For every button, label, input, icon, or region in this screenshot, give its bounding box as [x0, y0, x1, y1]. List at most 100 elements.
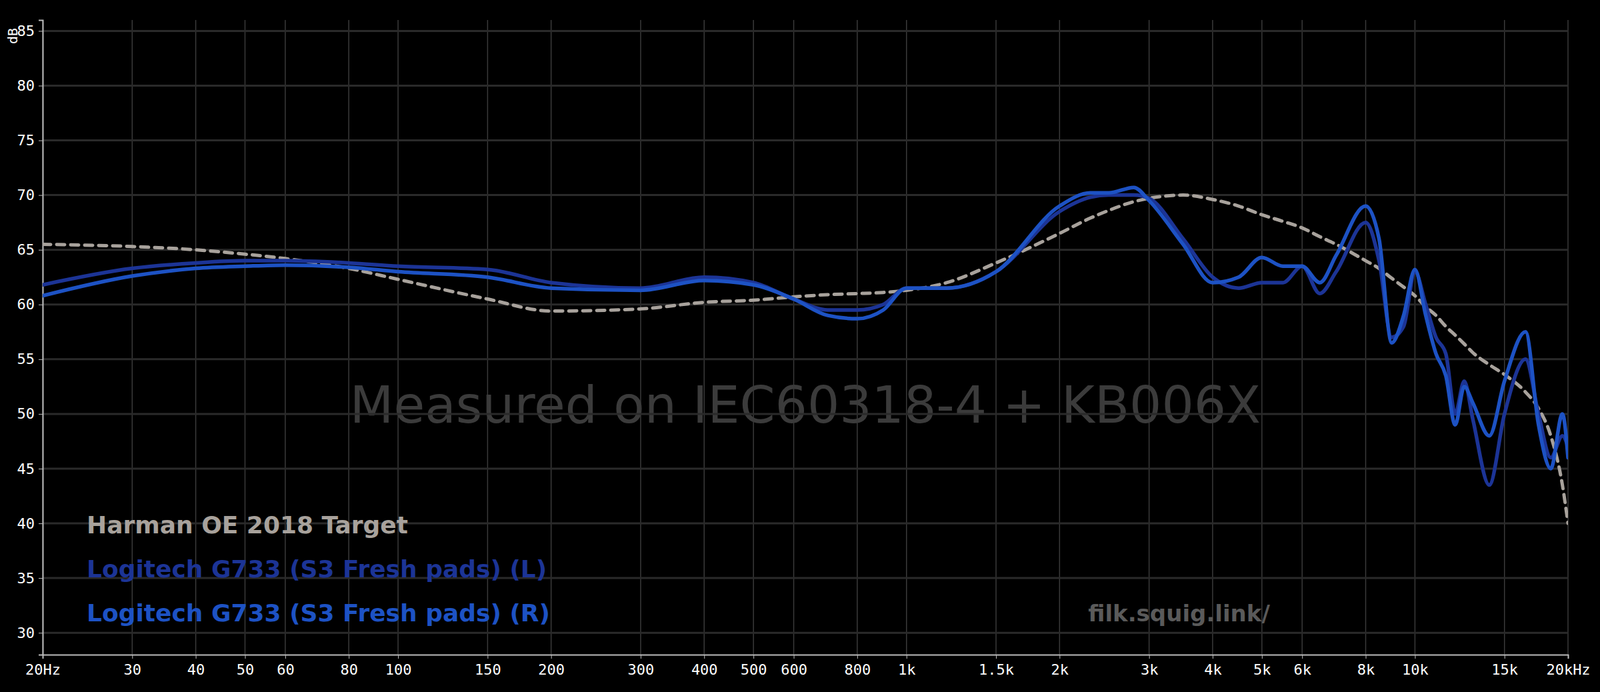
x-axis: 20Hz30405060801001502003004005006008001k…: [25, 654, 1591, 678]
legend-entry: Logitech G733 (S3 Fresh pads) (L): [86, 555, 547, 583]
x-tick: 400: [691, 654, 718, 678]
x-tick-label: 80: [340, 661, 358, 678]
x-tick-label: 600: [780, 661, 808, 678]
x-tick-label: 50: [236, 661, 255, 678]
y-tick-mark: [38, 414, 43, 415]
x-tick-mark: [1149, 654, 1150, 659]
legend: Harman OE 2018 TargetLogitech G733 (S3 F…: [86, 511, 550, 627]
y-tick-label: 65: [17, 241, 36, 258]
y-tick-label: 40: [17, 515, 36, 532]
y-tick: 30: [17, 624, 44, 642]
x-tick-label: 100: [385, 661, 412, 678]
y-tick-mark: [38, 578, 43, 579]
x-tick: 15k: [1491, 654, 1518, 678]
y-tick-label: 55: [17, 350, 36, 368]
series-line: [42, 195, 1568, 486]
grid-line-x: [1148, 20, 1150, 655]
grid: [42, 20, 1568, 655]
y-tick: 75: [17, 132, 44, 149]
grid-line-y: [42, 358, 1568, 360]
grid-line-y: [42, 632, 1568, 634]
x-tick-mark: [398, 654, 399, 659]
x-tick: 20kHz: [1546, 654, 1590, 678]
grid-line-x: [906, 20, 908, 655]
x-tick-mark: [1366, 654, 1367, 659]
grid-line-x: [1365, 20, 1367, 655]
grid-line-x: [752, 20, 754, 655]
grid-line-x: [1567, 20, 1569, 655]
source-label: filk.squig.link/: [1088, 600, 1270, 627]
x-tick-label: 1.5k: [978, 661, 1014, 678]
grid-line-x: [793, 20, 795, 655]
x-tick: 10k: [1402, 654, 1429, 678]
x-tick-mark: [1414, 654, 1416, 659]
x-tick: 80: [340, 654, 358, 678]
grid-line-x: [1212, 20, 1214, 655]
x-tick: 60: [276, 654, 295, 678]
y-tick: 70: [17, 186, 44, 204]
x-tick-label: 20kHz: [1546, 661, 1590, 678]
y-tick: 80: [17, 77, 44, 94]
x-tick-label: 3k: [1140, 661, 1159, 678]
x-tick: 3k: [1140, 654, 1159, 678]
x-tick-mark: [996, 654, 997, 659]
x-tick-mark: [1212, 654, 1214, 659]
y-tick: 45: [17, 460, 44, 478]
y-tick-mark: [38, 140, 43, 142]
x-tick-mark: [348, 654, 350, 659]
x-tick-mark: [551, 654, 552, 659]
y-tick: 40: [17, 515, 44, 532]
grid-line-x: [1059, 20, 1061, 655]
x-tick-label: 10k: [1402, 661, 1429, 678]
x-axis-line: [43, 655, 1569, 660]
x-tick-label: 500: [740, 661, 768, 678]
x-tick-label: 1k: [898, 661, 916, 678]
y-tick-mark: [38, 632, 43, 634]
grid-line-x: [1414, 20, 1416, 655]
x-tick-mark: [857, 654, 858, 659]
x-tick-mark: [906, 654, 908, 659]
x-tick-mark: [704, 654, 705, 659]
y-tick-mark: [38, 359, 43, 360]
grid-line-y: [42, 194, 1568, 196]
x-tick-mark: [1504, 654, 1506, 659]
y-axis: 303540455055606570758085: [17, 20, 44, 656]
x-tick-label: 15k: [1491, 661, 1518, 678]
series-lines: [42, 187, 1568, 524]
grid-line-x: [640, 20, 642, 655]
x-tick-mark: [132, 654, 133, 659]
x-tick-mark: [1568, 654, 1569, 659]
x-tick: 500: [740, 654, 768, 678]
x-tick-label: 300: [628, 661, 655, 678]
grid-line-x: [704, 20, 706, 655]
x-tick-label: 40: [187, 661, 206, 678]
x-tick-label: 2k: [1051, 661, 1070, 678]
x-tick: 1.5k: [978, 654, 1014, 678]
x-tick: 5k: [1253, 654, 1272, 678]
y-tick: 65: [17, 241, 44, 258]
x-tick-mark: [244, 654, 246, 659]
y-tick-label: 80: [17, 77, 36, 94]
y-axis-title: dB: [4, 28, 21, 44]
y-tick-label: 60: [17, 296, 36, 313]
series-line: [42, 187, 1568, 469]
y-tick: 55: [17, 350, 44, 368]
series-line: [42, 195, 1568, 524]
x-tick-label: 8k: [1357, 661, 1376, 678]
x-tick: 1k: [898, 654, 916, 678]
x-tick-label: 800: [844, 661, 871, 678]
x-tick-label: 400: [691, 661, 718, 678]
y-tick-mark: [38, 30, 43, 32]
grid-line-y: [42, 412, 1568, 415]
y-tick-label: 45: [17, 460, 36, 478]
background: [0, 0, 1600, 692]
x-tick-label: 200: [538, 661, 565, 678]
x-tick-label: 150: [474, 661, 502, 678]
x-tick-mark: [640, 654, 642, 659]
y-tick-mark: [38, 304, 43, 306]
watermark: Measured on IEC60318-4 + KB006X: [350, 375, 1261, 435]
x-tick-label: 6k: [1293, 661, 1312, 678]
x-tick: 8k: [1357, 654, 1376, 678]
x-tick: 2k: [1051, 654, 1070, 678]
y-tick: 60: [17, 296, 44, 313]
